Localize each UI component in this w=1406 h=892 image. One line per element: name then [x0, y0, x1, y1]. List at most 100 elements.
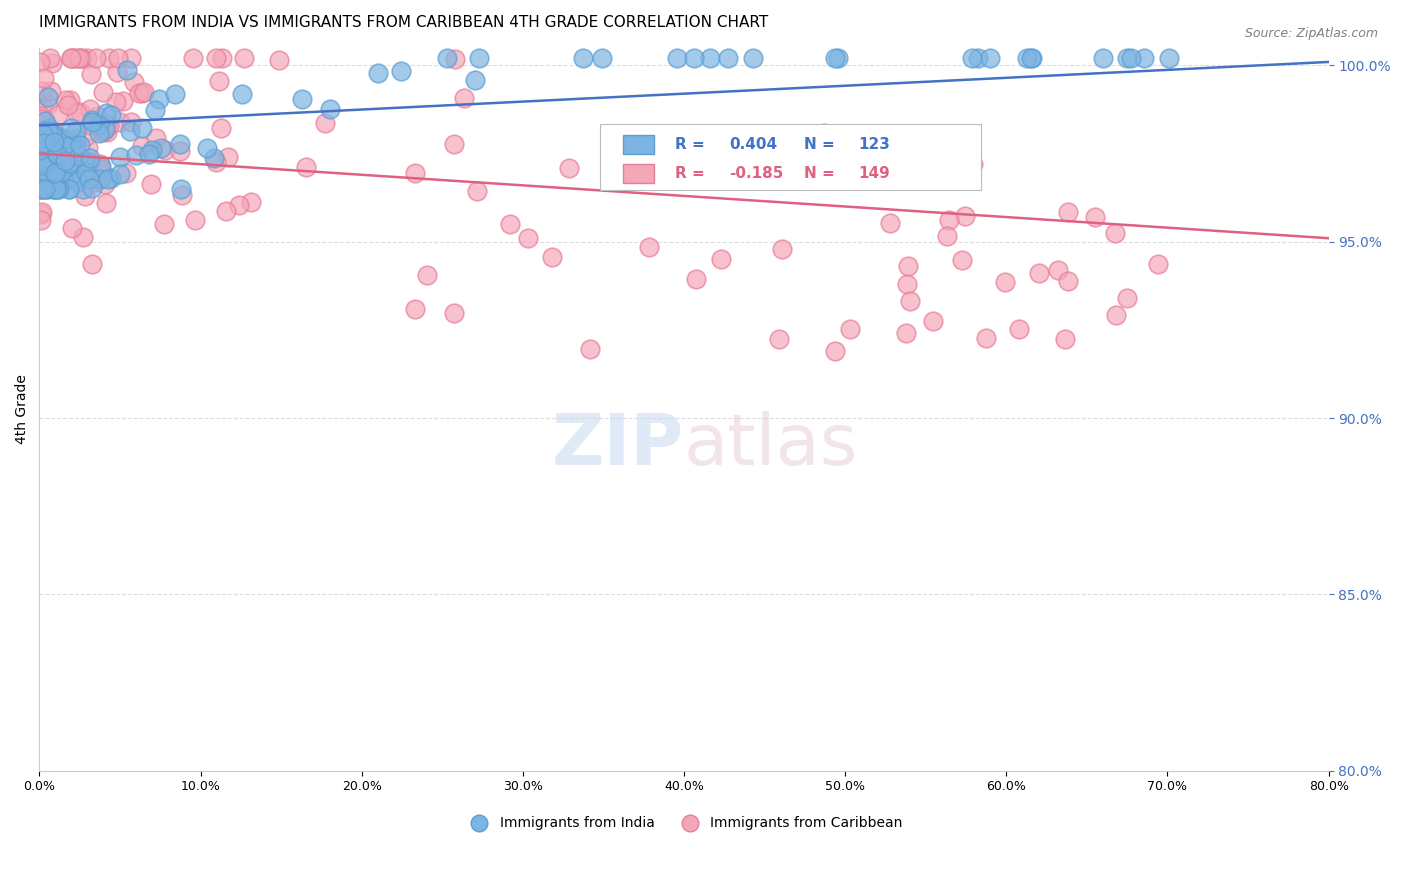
Point: [32, 124, 55, 138]
Point: [34, 161, 56, 176]
Y-axis label: 4th Grade: 4th Grade: [15, 375, 30, 444]
Point: [44, 128, 66, 142]
Point: [1015, 51, 1038, 65]
Point: [138, 147, 160, 161]
Point: [65, 141, 87, 155]
Point: [65, 161, 87, 176]
Point: [41, 143, 63, 157]
Point: [1019, 51, 1042, 65]
Point: [1146, 257, 1168, 271]
Point: [896, 277, 918, 291]
Text: IMMIGRANTS FROM INDIA VS IMMIGRANTS FROM CARIBBEAN 4TH GRADE CORRELATION CHART: IMMIGRANTS FROM INDIA VS IMMIGRANTS FROM…: [39, 15, 769, 30]
Point: [1133, 51, 1156, 65]
Point: [183, 213, 205, 227]
Point: [111, 95, 134, 109]
Point: [69, 105, 91, 120]
Point: [240, 195, 263, 210]
Point: [898, 293, 921, 308]
Point: [153, 217, 176, 231]
Point: [39, 51, 62, 65]
Text: N =: N =: [804, 166, 839, 181]
Point: [467, 51, 489, 65]
Point: [30, 172, 52, 186]
Point: [94, 106, 117, 120]
Point: [879, 216, 901, 230]
Point: [35, 152, 58, 166]
Point: [165, 87, 187, 102]
Point: [710, 252, 733, 266]
Point: [1092, 51, 1115, 65]
Point: [922, 314, 945, 328]
Point: [83, 170, 105, 185]
Point: [1057, 205, 1080, 219]
Point: [499, 217, 522, 231]
Point: [77, 155, 100, 169]
Point: [59, 148, 82, 162]
Point: [367, 66, 389, 80]
Point: [37, 152, 59, 166]
Point: [69, 51, 91, 65]
Point: [31, 84, 53, 98]
Point: [128, 86, 150, 100]
Point: [37, 89, 59, 103]
Point: [107, 64, 129, 78]
Point: [52, 173, 75, 187]
Point: [295, 160, 318, 174]
Point: [591, 51, 613, 65]
Point: [76, 51, 98, 65]
Point: [685, 272, 707, 286]
Point: [48, 182, 70, 196]
Text: R =: R =: [675, 137, 710, 153]
Point: [51, 154, 73, 169]
Point: [389, 63, 412, 78]
Point: [44, 165, 66, 179]
Bar: [623, 164, 654, 183]
Point: [42, 182, 65, 196]
Point: [228, 198, 250, 212]
Point: [682, 51, 704, 65]
Point: [72, 182, 94, 196]
Point: [37, 96, 59, 111]
Point: [572, 51, 595, 65]
Point: [100, 170, 122, 185]
Point: [75, 128, 97, 143]
Point: [94, 118, 117, 132]
Point: [38, 121, 60, 136]
Point: [717, 51, 740, 65]
Point: [34, 179, 56, 194]
Point: [108, 167, 131, 181]
Point: [110, 115, 132, 129]
Point: [465, 184, 488, 198]
Point: [84, 51, 107, 65]
Point: [34, 182, 56, 196]
Point: [49, 169, 72, 184]
Point: [79, 118, 101, 132]
Point: [44, 135, 66, 149]
Point: [45, 182, 67, 196]
Point: [79, 154, 101, 169]
Point: [1021, 51, 1043, 65]
Point: [41, 127, 63, 141]
Point: [1115, 51, 1137, 65]
Point: [30, 212, 52, 227]
Point: [699, 51, 721, 65]
Point: [1054, 332, 1077, 346]
Point: [953, 209, 976, 223]
Bar: [600, 124, 980, 190]
Point: [56, 97, 79, 112]
Point: [96, 172, 118, 186]
Point: [60, 51, 83, 65]
Point: [35, 145, 58, 160]
Point: [56, 131, 79, 145]
Point: [53, 154, 76, 169]
Legend: Immigrants from India, Immigrants from Caribbean: Immigrants from India, Immigrants from C…: [460, 811, 908, 836]
Point: [464, 72, 486, 87]
Point: [90, 162, 112, 177]
Point: [93, 122, 115, 136]
Point: [120, 115, 142, 129]
Point: [541, 250, 564, 264]
Point: [59, 93, 82, 107]
Point: [53, 93, 76, 107]
Point: [41, 124, 63, 138]
Point: [770, 242, 793, 256]
